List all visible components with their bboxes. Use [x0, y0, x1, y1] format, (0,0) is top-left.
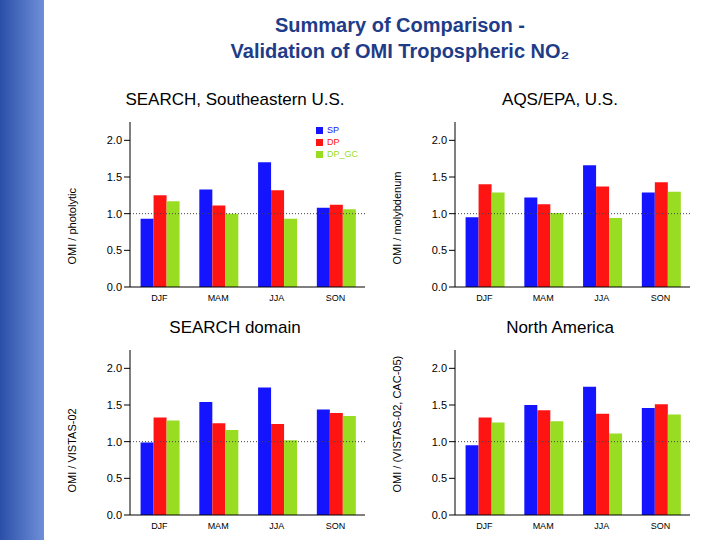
svg-text:DJF: DJF: [476, 521, 493, 531]
svg-text:2.0: 2.0: [432, 134, 447, 146]
html-text:SP: SP: [327, 125, 339, 135]
svg-text:SON: SON: [326, 521, 346, 531]
svg-text:1.0: 1.0: [107, 436, 122, 448]
svg-text:0.5: 0.5: [107, 244, 122, 256]
svg-text:DJF: DJF: [476, 293, 493, 303]
html-text:SEARCH domain: SEARCH domain: [169, 318, 301, 337]
svg-text:1.0: 1.0: [432, 436, 447, 448]
svg-text:MAM: MAM: [533, 521, 554, 531]
svg-text:0.0: 0.0: [432, 509, 447, 521]
svg-text:MAM: MAM: [208, 521, 229, 531]
html-text:AQS/EPA, U.S.: AQS/EPA, U.S.: [502, 90, 618, 109]
svg-text:0.0: 0.0: [107, 509, 122, 521]
svg-text:JJA: JJA: [269, 521, 284, 531]
html-text:Summary of Comparison - Valida: Summary of Comparison - Validation of OM…: [230, 14, 570, 62]
svg-text:SON: SON: [651, 521, 671, 531]
svg-text:1.5: 1.5: [107, 399, 122, 411]
svg-text:JJA: JJA: [594, 521, 609, 531]
html-text:SEARCH, Southeastern U.S.: SEARCH, Southeastern U.S.: [125, 90, 345, 109]
svg-text:OMI / VISTAS-02: OMI / VISTAS-02: [66, 408, 78, 492]
svg-text:MAM: MAM: [533, 293, 554, 303]
html-text:DP: DP: [327, 137, 340, 147]
svg-text:2.0: 2.0: [107, 134, 122, 146]
svg-text:1.0: 1.0: [107, 208, 122, 220]
svg-text:OMI / (VISTAS-02, CAC-05): OMI / (VISTAS-02, CAC-05): [391, 356, 403, 493]
svg-text:1.5: 1.5: [432, 171, 447, 183]
svg-text:SON: SON: [326, 293, 346, 303]
svg-text:0.0: 0.0: [432, 281, 447, 293]
svg-text:0.5: 0.5: [432, 244, 447, 256]
svg-text:1.0: 1.0: [432, 208, 447, 220]
svg-text:1.5: 1.5: [107, 171, 122, 183]
svg-text:0.5: 0.5: [432, 472, 447, 484]
svg-text:2.0: 2.0: [107, 362, 122, 374]
svg-text:SON: SON: [651, 293, 671, 303]
svg-text:2.0: 2.0: [432, 362, 447, 374]
html-text:DP_GC: DP_GC: [327, 149, 358, 159]
svg-text:OMI / molybdenum: OMI / molybdenum: [391, 172, 403, 265]
svg-text:MAM: MAM: [208, 293, 229, 303]
svg-text:0.5: 0.5: [107, 472, 122, 484]
svg-text:JJA: JJA: [594, 293, 609, 303]
svg-text:OMI / photolytic: OMI / photolytic: [66, 188, 78, 265]
html-text:North America: North America: [506, 318, 614, 337]
svg-text:0.0: 0.0: [107, 281, 122, 293]
svg-text:1.5: 1.5: [432, 399, 447, 411]
svg-text:DJF: DJF: [151, 293, 168, 303]
svg-text:JJA: JJA: [269, 293, 284, 303]
svg-text:DJF: DJF: [151, 521, 168, 531]
